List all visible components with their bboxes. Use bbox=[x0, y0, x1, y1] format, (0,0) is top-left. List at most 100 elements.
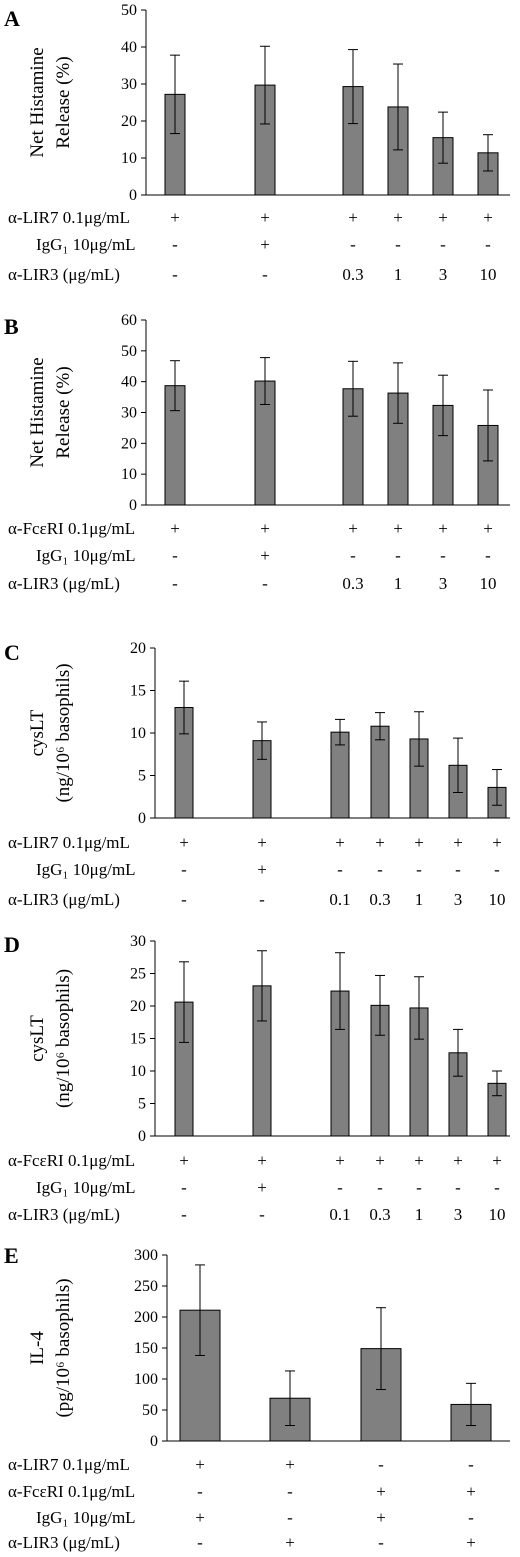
panel-c-row-value: 0.3 bbox=[369, 890, 390, 909]
panel-e-row-value: + bbox=[466, 1533, 476, 1552]
panel-b-row-label: α-FcεRI 0.1μg/mL bbox=[8, 519, 135, 538]
panel-b-row-value: + bbox=[260, 546, 270, 565]
panel-c-row-value: + bbox=[414, 833, 424, 852]
panel-c-row-value: + bbox=[257, 860, 267, 879]
panel-e-y-tick-label: 300 bbox=[134, 1247, 158, 1264]
panel-d-row-value: 0.3 bbox=[369, 1205, 390, 1224]
panel-a-row-value: + bbox=[260, 208, 270, 227]
panel-d-letter: D bbox=[4, 932, 20, 957]
panel-e-y-axis-label: IL-4 bbox=[27, 1331, 48, 1365]
panel-e-row-value: - bbox=[378, 1533, 384, 1552]
panel-a-row-value: + bbox=[170, 208, 180, 227]
panel-d-row-value: - bbox=[259, 1205, 265, 1224]
panel-b-row-value: - bbox=[172, 574, 178, 593]
panel-a-row-value: + bbox=[260, 235, 270, 254]
panel-b-y-axis-label: Net Histamine bbox=[27, 357, 48, 467]
panel-b-y-tick-label: 30 bbox=[121, 405, 137, 422]
panel-d-row-value: + bbox=[335, 1151, 345, 1170]
panel-c-row-value: - bbox=[416, 860, 422, 879]
panel-a-row-value: 0.3 bbox=[342, 265, 363, 284]
panel-e-y-tick-label: 50 bbox=[142, 1402, 158, 1419]
panel-b-row-value: - bbox=[172, 546, 178, 565]
panel-b-row-value: - bbox=[485, 546, 491, 565]
panel-a-row-value: + bbox=[393, 208, 403, 227]
panel-a-y-tick-label: 40 bbox=[121, 39, 137, 56]
panel-d-row-value: 1 bbox=[415, 1205, 424, 1224]
panel-c-row-value: + bbox=[335, 833, 345, 852]
panel-d-row-value: + bbox=[257, 1178, 267, 1197]
panel-b-row-value: + bbox=[348, 519, 358, 538]
panel-d-y-tick-label: 15 bbox=[130, 1031, 146, 1048]
panel-b-y-tick-label: 40 bbox=[121, 374, 137, 391]
panel-c-y-tick-label: 10 bbox=[130, 725, 146, 742]
panel-e-row-value: - bbox=[287, 1482, 293, 1501]
panel-c-row-label: α-LIR7 0.1μg/mL bbox=[8, 833, 130, 852]
panel-e-row-value: + bbox=[466, 1482, 476, 1501]
panel-e-y-tick-label: 200 bbox=[134, 1309, 158, 1326]
panel-d-row-value: - bbox=[455, 1178, 461, 1197]
panel-e-row-label: α-LIR3 (μg/mL) bbox=[8, 1533, 120, 1552]
panel-d-row-value: - bbox=[377, 1178, 383, 1197]
panel-c-row-value: + bbox=[375, 833, 385, 852]
panel-d-y-tick-label: 10 bbox=[130, 1063, 146, 1080]
panel-b-y-tick-label: 0 bbox=[129, 497, 137, 514]
panel-d-row-value: 3 bbox=[454, 1205, 463, 1224]
panel-a-row-value: - bbox=[172, 235, 178, 254]
panel-a-row-value: - bbox=[350, 235, 356, 254]
panel-a-letter: A bbox=[4, 6, 20, 31]
panel-d-row-value: 10 bbox=[489, 1205, 506, 1224]
panel-c-row-value: - bbox=[181, 890, 187, 909]
panel-e-row-value: - bbox=[378, 1455, 384, 1474]
panel-e-bar bbox=[360, 1348, 402, 1442]
panel-d-row-value: + bbox=[453, 1151, 463, 1170]
panel-b-row-value: 3 bbox=[439, 574, 448, 593]
panel-d-y-tick-label: 30 bbox=[130, 933, 146, 950]
panel-c-y-axis-label: (ng/10⁶ basophils) bbox=[53, 663, 74, 802]
panel-e-row-value: - bbox=[197, 1482, 203, 1501]
panel-b-row-value: - bbox=[395, 546, 401, 565]
panel-d-y-tick-label: 25 bbox=[130, 966, 146, 983]
panel-b-y-tick-label: 20 bbox=[121, 435, 137, 452]
panel-b-y-tick-label: 60 bbox=[121, 312, 137, 329]
panel-d-y-tick-label: 5 bbox=[138, 1096, 146, 1113]
panel-c-row-value: 3 bbox=[454, 890, 463, 909]
panel-e-row-value: - bbox=[287, 1508, 293, 1527]
panel-b-row-value: + bbox=[393, 519, 403, 538]
panel-c-row-value: - bbox=[337, 860, 343, 879]
panel-a-y-tick-label: 30 bbox=[121, 76, 137, 93]
panel-e-row-value: + bbox=[195, 1508, 205, 1527]
panel-c-row-value: - bbox=[181, 860, 187, 879]
panel-a-y-tick-label: 10 bbox=[121, 150, 137, 167]
panel-c-row-value: - bbox=[377, 860, 383, 879]
panel-b-row-value: + bbox=[483, 519, 493, 538]
panel-e-row-label: IgG₁ 10μg/mL bbox=[36, 1508, 136, 1527]
panel-e-row-value: - bbox=[468, 1508, 474, 1527]
panel-e-y-tick-label: 100 bbox=[134, 1371, 158, 1388]
panel-e-row-value: + bbox=[195, 1455, 205, 1474]
panel-b-row-value: 0.3 bbox=[342, 574, 363, 593]
panel-a-row-value: - bbox=[395, 235, 401, 254]
panel-c-y-tick-label: 0 bbox=[138, 810, 146, 827]
panel-a-row-label: α-LIR3 (μg/mL) bbox=[8, 265, 120, 284]
panel-a-y-axis-label: Release (%) bbox=[53, 56, 74, 148]
panel-b-row-label: α-LIR3 (μg/mL) bbox=[8, 574, 120, 593]
panel-d-row-value: - bbox=[337, 1178, 343, 1197]
panel-e-y-tick-label: 250 bbox=[134, 1278, 158, 1295]
panel-c-row-value: + bbox=[453, 833, 463, 852]
panel-e-y-tick-label: 150 bbox=[134, 1340, 158, 1357]
panel-a-row-label: IgG₁ 10μg/mL bbox=[36, 235, 136, 254]
panel-d-row-value: + bbox=[375, 1151, 385, 1170]
panel-b-row-value: - bbox=[440, 546, 446, 565]
panel-b-row-value: + bbox=[260, 519, 270, 538]
panel-d-row-value: + bbox=[492, 1151, 502, 1170]
panel-d-row-value: - bbox=[416, 1178, 422, 1197]
panel-e-row-value: + bbox=[285, 1455, 295, 1474]
panel-c-row-value: + bbox=[257, 833, 267, 852]
panel-c-y-tick-label: 20 bbox=[130, 640, 146, 657]
panel-b-row-label: IgG₁ 10μg/mL bbox=[36, 546, 136, 565]
panel-c-row-value: - bbox=[259, 890, 265, 909]
panel-e-row-label: α-LIR7 0.1μg/mL bbox=[8, 1455, 130, 1474]
panel-b-letter: B bbox=[4, 314, 19, 339]
panel-d-row-value: - bbox=[494, 1178, 500, 1197]
panel-e-row-label: α-FcεRI 0.1μg/mL bbox=[8, 1482, 135, 1501]
